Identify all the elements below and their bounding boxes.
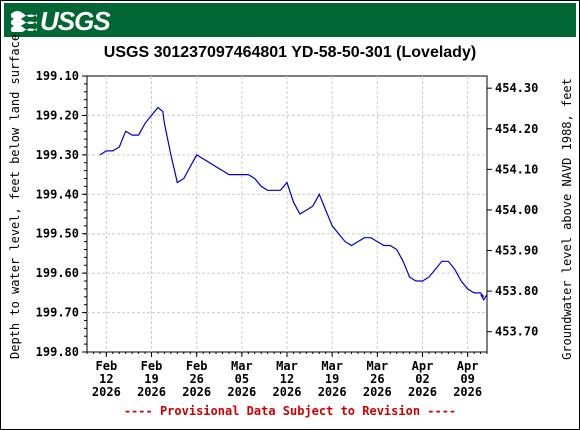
x-tick-label: 2026 [137, 385, 166, 399]
right-tick-label: 454.10 [495, 162, 538, 176]
right-axis-label: Groundwater level above NAVD 1988, feet [560, 78, 574, 360]
usgs-logo-text: USGS [40, 6, 111, 36]
right-tick-label: 454.30 [495, 81, 538, 95]
x-tick-label: Feb [96, 359, 118, 373]
x-tick-label: 2026 [453, 385, 482, 399]
x-tick-label: Apr [457, 359, 479, 373]
left-tick-label: 199.60 [36, 266, 79, 280]
x-tick-label: Feb [141, 359, 163, 373]
x-tick-label: 2026 [182, 385, 211, 399]
x-tick-label: Mar [366, 359, 388, 373]
right-tick-label: 454.00 [495, 203, 538, 217]
x-tick-label: 2026 [92, 385, 121, 399]
x-tick-label: Mar [231, 359, 253, 373]
x-tick-label: 2026 [363, 385, 392, 399]
x-tick-label: 26 [189, 372, 203, 386]
usgs-header-bar: USGS [4, 3, 576, 37]
x-tick-label: 09 [460, 372, 474, 386]
x-tick-label: 2026 [408, 385, 437, 399]
left-axis-label: Depth to water level, feet below land su… [8, 33, 22, 359]
x-tick-label: 12 [280, 372, 294, 386]
x-tick-label: Mar [276, 359, 298, 373]
chart-title: USGS 301237097464801 YD-58-50-301 (Lovel… [103, 44, 477, 61]
left-tick-label: 199.40 [36, 187, 79, 201]
usgs-wave-icon [10, 6, 38, 32]
x-tick-label: 05 [235, 372, 249, 386]
left-tick-label: 199.70 [36, 306, 79, 320]
x-tick-label: Feb [186, 359, 208, 373]
x-tick-label: 26 [370, 372, 384, 386]
left-tick-label: 199.80 [36, 345, 79, 359]
water-level-series-line [99, 106, 485, 298]
x-tick-label: 2026 [273, 385, 302, 399]
right-tick-label: 453.90 [495, 244, 538, 258]
left-tick-label: 199.20 [36, 108, 79, 122]
last-point-marker [480, 294, 488, 301]
x-tick-label: 2026 [227, 385, 256, 399]
x-tick-label: Mar [321, 359, 343, 373]
x-tick-label: 12 [99, 372, 113, 386]
x-tick-label: 2026 [318, 385, 347, 399]
x-tick-label: 02 [415, 372, 429, 386]
left-tick-label: 199.50 [36, 227, 79, 241]
x-tick-label: Apr [412, 359, 434, 373]
left-tick-label: 199.10 [36, 69, 79, 83]
provisional-data-note: ---- Provisional Data Subject to Revisio… [123, 404, 457, 418]
right-tick-label: 453.80 [495, 284, 538, 298]
x-tick-label: 19 [325, 372, 339, 386]
x-tick-label: 19 [144, 372, 158, 386]
right-tick-label: 453.70 [495, 325, 538, 339]
usgs-logo[interactable]: USGS [10, 6, 111, 37]
right-tick-label: 454.20 [495, 122, 538, 136]
left-tick-label: 199.30 [36, 148, 79, 162]
